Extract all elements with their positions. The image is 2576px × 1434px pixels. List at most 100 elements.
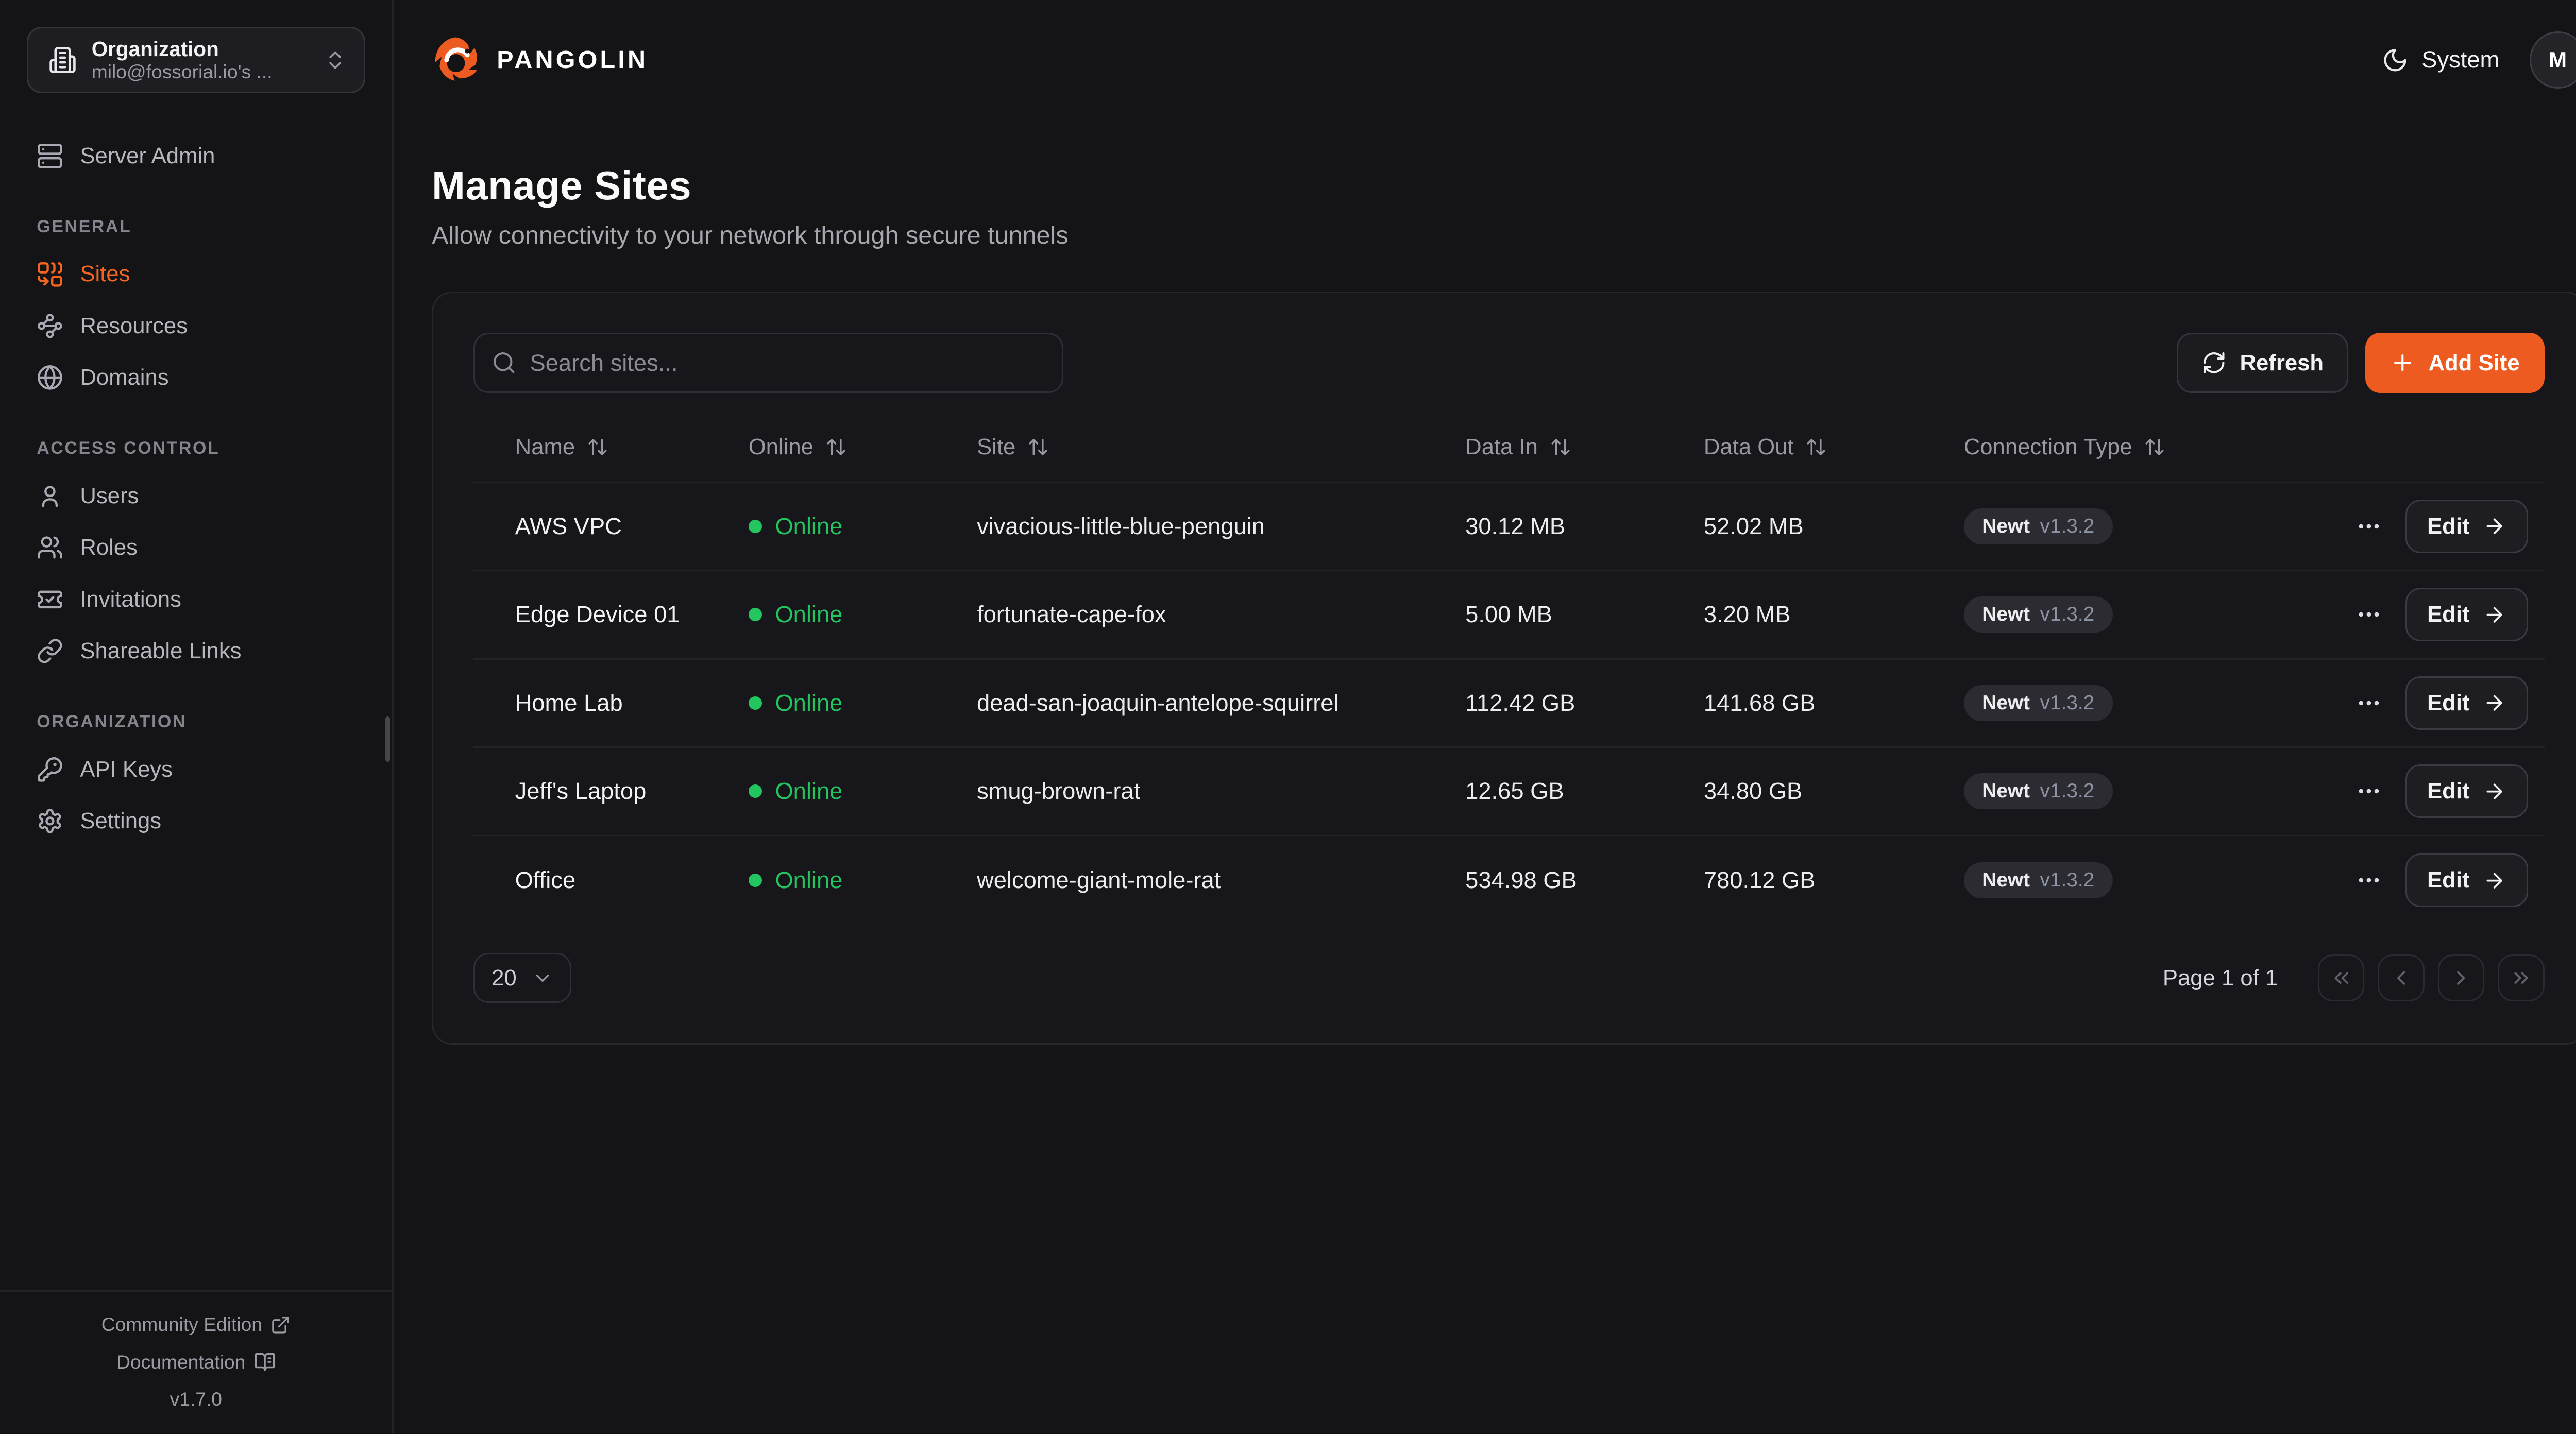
column-header-site[interactable]: Site [977,434,1465,460]
sidebar-item-api-keys[interactable]: API Keys [20,744,372,795]
data-out-value: 141.68 GB [1703,689,1816,716]
table-body: AWS VPC Online vivacious-little-blue-pen… [473,483,2545,925]
row-actions-menu-button[interactable] [2352,686,2386,720]
row-actions-menu-button[interactable] [2352,775,2386,808]
online-status-label: Online [775,778,843,805]
documentation-link[interactable]: Documentation [13,1351,379,1373]
table-row: AWS VPC Online vivacious-little-blue-pen… [473,483,2545,572]
avatar[interactable]: M [2529,31,2576,89]
theme-toggle-label: System [2421,46,2500,73]
users-icon [37,534,63,561]
search-icon [492,350,517,375]
first-page-button[interactable] [2317,954,2365,1001]
sidebar-item-invitations[interactable]: Invitations [20,573,372,625]
sort-icon [1805,436,1827,458]
org-selector-value: milo@fossorial.io's ... [91,61,273,83]
edit-button[interactable]: Edit [2405,764,2528,818]
sidebar-item-settings[interactable]: Settings [20,795,372,847]
connection-type-badge: Newt v1.3.2 [1963,508,2113,544]
column-header-data-out[interactable]: Data Out [1704,434,1964,460]
online-status-dot [748,696,762,710]
data-out-value: 3.20 MB [1703,601,1791,628]
edit-label: Edit [2427,867,2470,893]
arrow-right-icon [2483,780,2506,803]
search-input[interactable] [530,349,1045,377]
edit-button[interactable]: Edit [2405,588,2528,642]
chevrons-up-down-icon [324,48,347,72]
connection-name: Newt [1982,515,2030,537]
column-header-name[interactable]: Name [515,434,749,460]
topbar-right: System M [2382,31,2576,89]
edit-button[interactable]: Edit [2405,499,2528,553]
site-name: Edge Device 01 [515,601,680,628]
add-site-button[interactable]: Add Site [2365,333,2545,393]
pangolin-logo-text: PANGOLIN [497,46,649,74]
column-header-online[interactable]: Online [749,434,977,460]
sidebar-item-label: Shareable Links [80,638,242,663]
data-in-value: 112.42 GB [1465,689,1575,716]
sidebar: Organization milo@fossorial.io's ... Ser… [0,0,394,1433]
sort-icon [1550,436,1571,458]
sidebar-item-server-admin[interactable]: Server Admin [20,130,372,181]
sidebar-item-roles[interactable]: Roles [20,522,372,573]
edit-button[interactable]: Edit [2405,853,2528,908]
connection-version: v1.3.2 [2040,780,2095,803]
sidebar-item-label: Server Admin [80,143,215,168]
row-actions-menu-button[interactable] [2352,864,2386,897]
online-status: Online [748,867,977,894]
page-header: Manage Sites Allow connectivity to your … [394,120,2576,250]
column-label: Connection Type [1963,434,2132,460]
last-page-button[interactable] [2498,954,2545,1001]
page-size-select[interactable]: 20 [473,953,572,1003]
community-edition-link[interactable]: Community Edition [13,1313,379,1336]
refresh-label: Refresh [2240,350,2324,375]
site-slug: dead-san-joaquin-antelope-squirrel [977,689,1339,716]
toolbar-actions: Refresh Add Site [2176,333,2545,393]
sidebar-item-label: Users [80,483,139,508]
online-status-dot [748,784,762,798]
sites-card: Refresh Add Site Name Online [432,291,2576,1045]
sidebar-item-domains[interactable]: Domains [20,352,372,403]
row-actions-menu-button[interactable] [2352,509,2386,543]
previous-page-button[interactable] [2378,954,2425,1001]
org-selector[interactable]: Organization milo@fossorial.io's ... [26,26,365,94]
main-content: PANGOLIN System M Manage Sites Allow con… [394,0,2576,1433]
add-site-label: Add Site [2428,350,2520,375]
online-status-dot [748,608,762,622]
documentation-label: Documentation [116,1351,246,1373]
sidebar-item-label: Roles [80,535,138,560]
globe-icon [37,364,63,391]
sidebar-item-resources[interactable]: Resources [20,300,372,352]
column-header-data-in[interactable]: Data In [1465,434,1704,460]
column-label: Site [977,434,1016,460]
site-name: AWS VPC [515,513,622,539]
site-slug: smug-brown-rat [977,778,1141,805]
column-header-connection-type[interactable]: Connection Type [1964,434,2352,460]
sort-icon [2144,436,2165,458]
site-name: Office [515,867,576,894]
sidebar-item-users[interactable]: Users [20,470,372,522]
sidebar-item-shareable-links[interactable]: Shareable Links [20,625,372,677]
online-status: Online [748,601,977,628]
edit-label: Edit [2427,690,2470,715]
section-label-organization: ORGANIZATION [37,712,187,732]
sidebar-item-label: API Keys [80,756,173,782]
connection-type-badge: Newt v1.3.2 [1963,685,2113,721]
pagination-buttons [2317,954,2545,1001]
next-page-button[interactable] [2437,954,2485,1001]
sidebar-footer: Community Edition Documentation v1.7.0 [0,1290,392,1433]
edit-label: Edit [2427,513,2470,539]
data-in-value: 30.12 MB [1465,513,1566,539]
refresh-button[interactable]: Refresh [2176,333,2349,393]
sidebar-item-sites[interactable]: Sites [20,248,372,300]
site-slug: vivacious-little-blue-penguin [977,513,1265,539]
sidebar-scrollbar-thumb[interactable] [385,716,391,762]
row-actions-menu-button[interactable] [2352,598,2386,631]
table-row: Edge Device 01 Online fortunate-cape-fox… [473,571,2545,660]
site-name: Home Lab [515,689,623,716]
edit-button[interactable]: Edit [2405,676,2528,730]
edit-label: Edit [2427,602,2470,627]
column-label: Data In [1465,434,1538,460]
theme-toggle-button[interactable]: System [2382,46,2500,73]
connection-type-badge: Newt v1.3.2 [1963,773,2113,810]
